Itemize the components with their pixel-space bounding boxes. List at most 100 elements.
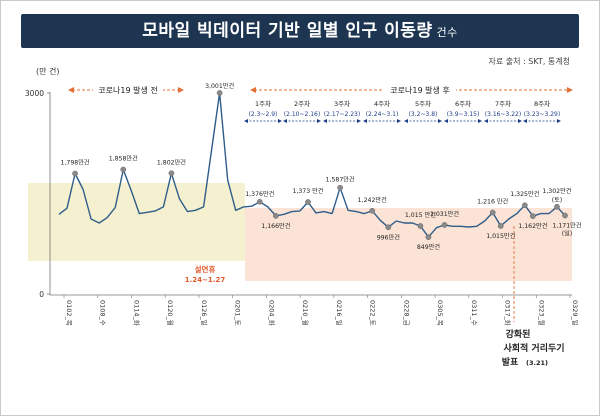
- week-label: 8주차: [534, 99, 550, 108]
- week-label: 6주차: [455, 99, 471, 108]
- data-label: 1,858만건: [109, 155, 138, 163]
- holiday-dates: 1.24~1.27: [185, 276, 226, 284]
- data-label: 1,031만건: [430, 210, 459, 218]
- pre-covid-band: [28, 183, 245, 261]
- data-point-marker: [521, 202, 528, 209]
- data-label: 1,162만건: [518, 222, 547, 230]
- chart-title: 모바일 빅데이터 기반 일별 인구 이동량 건수: [21, 14, 579, 48]
- week-label: 7주차: [495, 99, 511, 108]
- x-tick-label: 0204_화: [267, 300, 275, 326]
- post-covid-band: [245, 208, 572, 281]
- week-arrow-head: [363, 119, 367, 123]
- week-label: 3주차: [334, 99, 350, 108]
- chart-title-suffix: 건수: [436, 26, 458, 39]
- week-range: (2.10~2.16): [284, 111, 320, 118]
- post-period-label: 코로나19 발생 후: [390, 85, 449, 95]
- x-tick-label: 0323_월: [537, 300, 546, 326]
- week-arrow-head: [244, 119, 248, 123]
- week-arrow-head: [283, 119, 287, 123]
- week-range: (3.23~3.29): [524, 111, 560, 118]
- data-point-marker: [256, 198, 263, 205]
- y-axis-label: (만 건): [36, 66, 60, 76]
- data-point-marker: [337, 184, 343, 191]
- data-label: 1,242만건: [358, 196, 387, 204]
- data-label: 1,587만건: [326, 176, 355, 184]
- policy-note-line1: 강화된: [506, 328, 531, 340]
- data-label: 996만건: [377, 233, 401, 241]
- x-tick-label: 0120_월: [166, 300, 175, 326]
- week-label: 1주차: [255, 99, 271, 108]
- week-arrow-head: [557, 119, 561, 123]
- x-tick-label: 0108_수: [99, 300, 107, 326]
- data-point-marker: [216, 90, 223, 96]
- chart-title-main: 모바일 빅데이터 기반 일별 인구 이동량: [142, 21, 433, 41]
- x-tick-label: 0114_화: [132, 300, 140, 326]
- data-point-marker: [489, 209, 496, 216]
- x-tick-label: 0228_금: [402, 300, 410, 326]
- week-range: (2.24~3.1): [366, 111, 399, 118]
- x-tick-label: 0317_화: [504, 300, 512, 326]
- data-point-marker: [530, 213, 536, 219]
- week-arrow-head: [278, 119, 282, 123]
- data-point-marker: [369, 207, 376, 214]
- data-point-marker: [417, 223, 424, 229]
- x-tick-label: 0216_일: [335, 300, 344, 326]
- data-label: 1,376만건: [245, 190, 274, 198]
- x-tick-label: 0201_토: [234, 300, 242, 326]
- week-arrow-head: [317, 119, 321, 123]
- x-tick-label: 0102_목: [65, 300, 73, 326]
- data-label: 849만건: [417, 243, 441, 251]
- y-tick-label: 3000: [25, 89, 44, 98]
- x-tick-label: 0126_일: [200, 300, 209, 326]
- data-point-marker: [441, 222, 448, 228]
- data-label: 1,373 만건: [292, 187, 323, 195]
- data-label: 1,216 만건: [477, 198, 508, 206]
- week-range: (2.17~2.23): [324, 111, 360, 118]
- data-point-marker: [305, 199, 311, 205]
- week-arrow-head: [397, 119, 401, 123]
- policy-note-date: (3.21): [526, 359, 548, 367]
- week-label: 4주차: [374, 99, 390, 108]
- source-note: 자료 출처 : SKT, 통계청: [488, 57, 570, 66]
- week-range: (3.16~3.22): [485, 111, 521, 118]
- week-arrow-head: [438, 119, 442, 123]
- data-label: 1,166만건: [261, 222, 290, 230]
- data-point-marker: [385, 224, 392, 231]
- data-label: 3,001만건: [205, 82, 234, 90]
- data-point-marker: [168, 170, 175, 177]
- data-point-marker: [120, 166, 127, 173]
- week-arrow-head: [523, 119, 527, 123]
- post-period-arrow-head-right: [567, 87, 573, 93]
- y-tick-label: 0: [39, 290, 44, 299]
- week-range: (2.3~2.9): [249, 111, 278, 118]
- week-arrow-head: [484, 119, 488, 123]
- week-arrow-head: [404, 119, 408, 123]
- title-bar: 모바일 빅데이터 기반 일별 인구 이동량 건수: [21, 14, 579, 48]
- pre-period-label-bg: [93, 83, 163, 96]
- data-point-marker: [273, 213, 279, 219]
- data-label: 1,325만건: [510, 190, 539, 198]
- data-label: 1,802만건: [157, 158, 186, 166]
- x-tick-label: 0329_일: [571, 300, 580, 326]
- x-tick-label: 0311_수: [470, 300, 478, 326]
- policy-note-line2: 사회적 거리두기: [503, 342, 564, 354]
- data-label: 1,015만건: [486, 232, 515, 240]
- week-label: 2주차: [294, 99, 310, 108]
- data-point-marker: [425, 234, 432, 240]
- data-point-marker: [554, 203, 560, 210]
- pre-period-arrow-head-left: [68, 87, 74, 93]
- pre-period-arrow-head-right: [178, 87, 184, 93]
- data-point-marker: [72, 170, 78, 177]
- series-line: [58, 92, 566, 238]
- week-arrow-head: [444, 119, 448, 123]
- week-arrow-head: [357, 119, 361, 123]
- week-arrow-head: [478, 119, 482, 123]
- data-label: 1,302만건: [542, 187, 571, 195]
- data-label: 1,015 만건: [405, 211, 436, 219]
- x-tick-label: 0305_목: [436, 300, 444, 326]
- pre-period-label: 코로나19 발생 전: [98, 85, 157, 95]
- data-label: 1,798만건: [61, 159, 90, 167]
- post-period-label-bg: [384, 83, 456, 96]
- data-label-day: (토): [552, 197, 563, 204]
